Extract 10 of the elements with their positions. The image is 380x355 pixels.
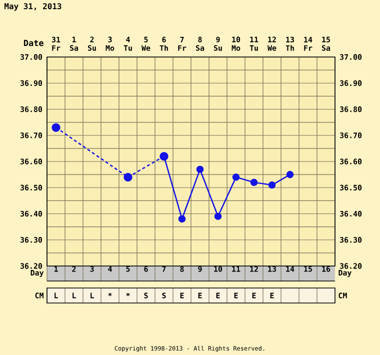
point	[286, 170, 294, 178]
text: Date	[24, 40, 44, 46]
point	[124, 172, 132, 182]
point	[178, 215, 186, 223]
point	[196, 166, 204, 173]
point	[250, 178, 258, 186]
point	[268, 181, 276, 189]
point	[232, 174, 240, 181]
point	[52, 123, 60, 132]
point	[214, 212, 222, 220]
